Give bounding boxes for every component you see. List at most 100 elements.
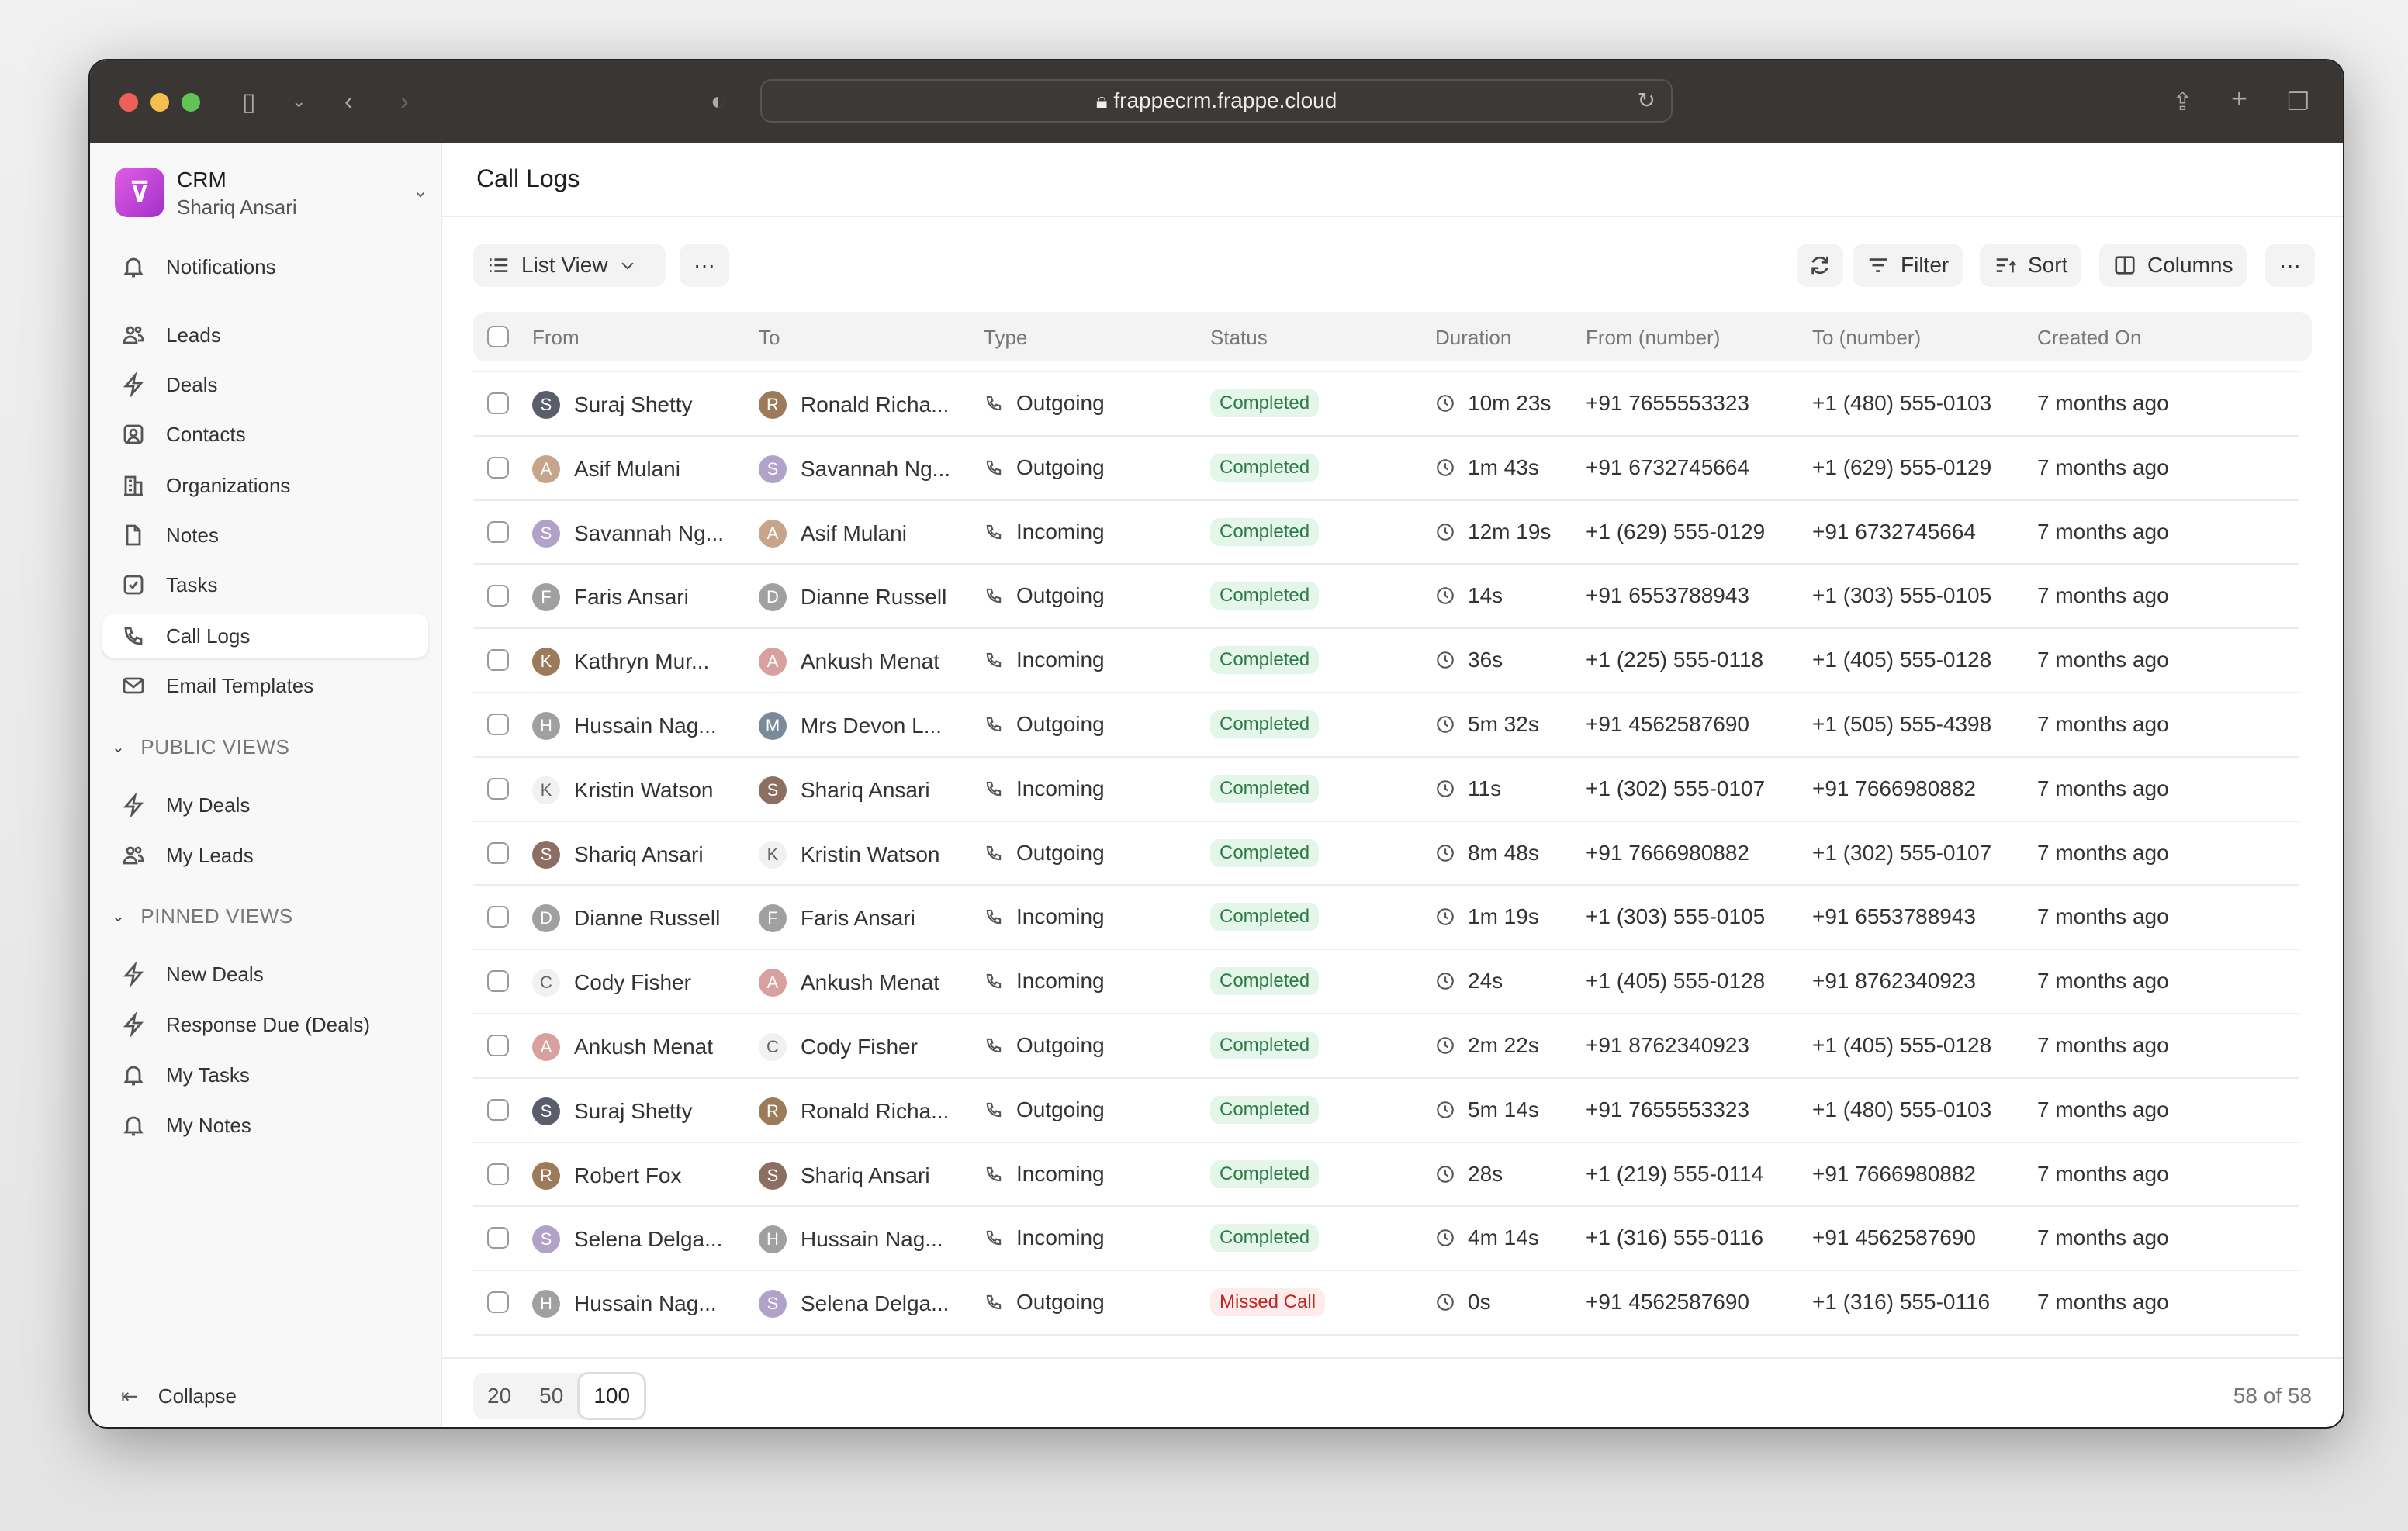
list-view-dropdown[interactable]: List View: [473, 244, 666, 287]
table-row[interactable]: A Ankush Menat C Cody Fisher Outgoing Complet…: [473, 1013, 2299, 1077]
table-row[interactable]: S Suraj Shetty R Ronald Richa... Outgoing Com…: [473, 371, 2299, 434]
page-size-20[interactable]: 20: [487, 1384, 512, 1408]
cell-duration: 24s: [1435, 969, 1503, 994]
sidebar-item-leads[interactable]: Leads: [102, 313, 428, 357]
outgoing-call-icon: [986, 845, 1002, 860]
table-row[interactable]: S Shariq Ansari K Kristin Watson Outgoing Com…: [473, 820, 2299, 884]
table-row[interactable]: S Suraj Shetty R Ronald Richa... Outgoing Com…: [473, 1077, 2299, 1141]
cell-text: +1 (225) 555-0118: [1586, 648, 1764, 672]
cell-from-number: +1 (219) 555-0114: [1586, 1162, 1763, 1187]
cell-text: Shariq Ansari: [801, 1163, 930, 1187]
table-row[interactable]: C Cody Fisher A Ankush Menat Incoming Complet…: [473, 949, 2299, 1012]
column-header-status[interactable]: Status: [1210, 326, 1268, 349]
sidebar-item-my-notes[interactable]: My Notes: [102, 1104, 428, 1147]
table-row[interactable]: S Selena Delga... H Hussain Nag... Incoming C…: [473, 1205, 2299, 1269]
column-header-from[interactable]: From: [532, 326, 580, 349]
column-header-created-on[interactable]: Created On: [2037, 326, 2142, 349]
filter-button[interactable]: Filter: [1853, 244, 1963, 287]
row-checkbox[interactable]: [487, 1291, 509, 1314]
sidebar-item-my-tasks[interactable]: My Tasks: [102, 1053, 428, 1097]
cell-text: 8m 48s: [1468, 840, 1539, 865]
shield-icon[interactable]: ◐: [711, 87, 726, 115]
sidebar-item-new-deals[interactable]: New Deals: [102, 952, 428, 996]
row-checkbox[interactable]: [487, 1163, 509, 1185]
column-header-duration[interactable]: Duration: [1435, 326, 1512, 349]
columns-button[interactable]: Columns: [2099, 244, 2247, 287]
contact-icon: [123, 424, 144, 444]
sidebar-item-my-leads[interactable]: My Leads: [102, 834, 428, 877]
tabs-overview-icon[interactable]: ❐: [2287, 88, 2309, 116]
incoming-call-icon: [986, 653, 1002, 668]
row-checkbox[interactable]: [487, 585, 509, 607]
workspace-switcher[interactable]: ⊽ CRM Shariq Ansari ⌄: [115, 164, 428, 226]
cell-to: S Shariq Ansari: [759, 1161, 930, 1190]
row-checkbox[interactable]: [487, 1035, 509, 1056]
share-icon[interactable]: ⇪: [2172, 88, 2193, 116]
table-row[interactable]: H Hussain Nag... S Selena Delga... Outgoing M…: [473, 1270, 2299, 1333]
row-checkbox[interactable]: [487, 1227, 509, 1249]
table-end-divider: [473, 1334, 2299, 1336]
table-row[interactable]: F Faris Ansari D Dianne Russell Outgoing Comp…: [473, 563, 2299, 627]
row-checkbox[interactable]: [487, 520, 509, 543]
new-tab-icon[interactable]: +: [2231, 82, 2248, 114]
column-header-type[interactable]: Type: [984, 326, 1028, 349]
reload-icon[interactable]: ↻: [1637, 88, 1656, 112]
cell-created-on: 7 months ago: [2037, 648, 2169, 672]
cell-duration: 10m 23s: [1435, 391, 1551, 416]
column-header-from-number[interactable]: From (number): [1586, 326, 1721, 349]
back-icon[interactable]: ‹: [344, 87, 353, 115]
sidebar-item-deals[interactable]: Deals: [102, 363, 428, 406]
table-row[interactable]: R Robert Fox S Shariq Ansari Incoming Complet…: [473, 1141, 2299, 1205]
row-checkbox[interactable]: [487, 1098, 509, 1121]
cell-type: Incoming: [984, 1162, 1105, 1187]
sidebar-item-email-templates[interactable]: Email Templates: [102, 664, 428, 707]
forward-icon[interactable]: ›: [400, 87, 409, 115]
row-checkbox[interactable]: [487, 714, 509, 735]
close-window-button[interactable]: [119, 93, 138, 112]
sort-button[interactable]: Sort: [1980, 244, 2082, 287]
sidebar-toggle-icon[interactable]: ▯: [242, 88, 256, 116]
row-checkbox[interactable]: [487, 906, 509, 928]
cell-text: +1 (302) 555-0107: [1586, 776, 1766, 800]
sidebar-item-my-deals[interactable]: My Deals: [102, 783, 428, 827]
page-size-100[interactable]: 100: [577, 1372, 647, 1420]
table-row[interactable]: S Savannah Ng... A Asif Mulani Incoming Compl…: [473, 499, 2299, 563]
table-row[interactable]: H Hussain Nag... M Mrs Devon L... Outgoing Co…: [473, 692, 2299, 755]
select-all-checkbox[interactable]: [487, 326, 509, 347]
view-more-button[interactable]: ···: [680, 244, 729, 287]
view-label: List View: [521, 253, 608, 277]
sidebar-item-notifications[interactable]: Notifications: [102, 245, 428, 289]
cell-text: Faris Ansari: [574, 585, 689, 610]
section-header-pinned-views[interactable]: ⌄ PINNED VIEWS: [112, 904, 293, 928]
section-header-public-views[interactable]: ⌄ PUBLIC VIEWS: [112, 735, 290, 759]
outgoing-call-icon: [986, 717, 1002, 732]
address-bar[interactable]: 🔒︎ frappecrm.frappe.cloud ↻: [760, 79, 1673, 123]
table-row[interactable]: A Asif Mulani S Savannah Ng... Outgoing Compl…: [473, 434, 2299, 499]
column-header-to-number[interactable]: To (number): [1812, 326, 1922, 349]
table-row[interactable]: D Dianne Russell F Faris Ansari Incoming Comp…: [473, 884, 2299, 948]
row-checkbox[interactable]: [487, 842, 509, 864]
minimize-window-button[interactable]: [150, 93, 169, 112]
cell-text: Ankush Menat: [801, 649, 939, 674]
row-checkbox[interactable]: [487, 456, 509, 479]
chevron-down-icon[interactable]: ⌄: [292, 92, 306, 111]
sidebar-item-contacts[interactable]: Contacts: [102, 413, 428, 456]
row-checkbox[interactable]: [487, 777, 509, 800]
sidebar-item-tasks[interactable]: Tasks: [102, 563, 428, 607]
page-size-50[interactable]: 50: [539, 1384, 564, 1408]
refresh-button[interactable]: [1797, 244, 1843, 287]
table-row[interactable]: K Kathryn Mur... A Ankush Menat Incoming Comp…: [473, 627, 2299, 691]
sidebar-item-call-logs[interactable]: Call Logs: [102, 614, 428, 658]
cell-text: 12m 19s: [1468, 519, 1552, 544]
sidebar-item-response-due-deals[interactable]: Response Due (Deals): [102, 1003, 428, 1046]
sidebar-item-organizations[interactable]: Organizations: [102, 464, 428, 507]
maximize-window-button[interactable]: [182, 93, 200, 112]
row-checkbox[interactable]: [487, 649, 509, 672]
more-options-button[interactable]: ···: [2265, 244, 2315, 287]
column-header-to[interactable]: To: [759, 326, 780, 349]
sidebar-item-notes[interactable]: Notes: [102, 513, 428, 557]
row-checkbox[interactable]: [487, 970, 509, 993]
collapse-button[interactable]: ⇤ Collapse: [102, 1374, 428, 1418]
row-checkbox[interactable]: [487, 392, 509, 414]
table-row[interactable]: K Kristin Watson S Shariq Ansari Incoming Com…: [473, 755, 2299, 820]
